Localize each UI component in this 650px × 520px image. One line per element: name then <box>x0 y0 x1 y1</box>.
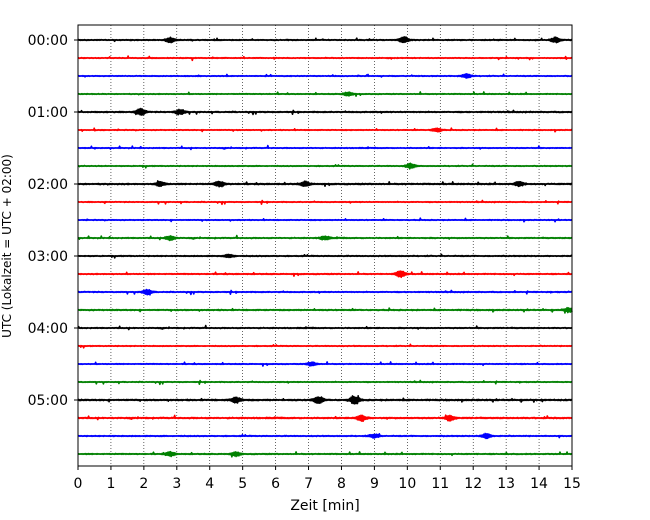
x-tick-label: 4 <box>205 476 214 492</box>
trace-line-0330 <box>77 288 573 296</box>
x-tick-label: 9 <box>370 476 379 492</box>
trace-line-0045 <box>77 91 573 97</box>
x-tick-label: 14 <box>530 476 548 492</box>
trace-line-0115 <box>77 127 573 133</box>
trace-line-0315 <box>77 270 573 279</box>
trace-line-0130 <box>77 144 573 151</box>
y-tick-label: 04:00 <box>28 321 68 337</box>
x-tick-label: 15 <box>563 476 581 492</box>
x-tick-label: 5 <box>238 476 247 492</box>
x-tick-label: 1 <box>106 476 115 492</box>
trace-line-0445 <box>77 379 573 386</box>
x-tick-label: 10 <box>398 476 416 492</box>
x-axis-ticks: 0 1 2 3 4 5 6 7 8 9 10 11 12 13 14 15 <box>74 466 581 492</box>
trace-line-0015 <box>77 55 573 62</box>
trace-line-0100 <box>77 107 573 116</box>
trace-line-0515 <box>77 414 573 423</box>
trace-line-0345 <box>77 306 573 314</box>
plot-frame <box>77 24 573 467</box>
y-tick-label: 01:00 <box>28 105 68 121</box>
trace-line-0530 <box>77 432 573 440</box>
y-axis-ticks: 00:00 01:00 02:00 03:00 04:00 05:00 <box>28 33 78 409</box>
y-tick-label: 05:00 <box>28 393 68 409</box>
x-tick-label: 13 <box>497 476 515 492</box>
x-tick-label: 11 <box>431 476 449 492</box>
seismic-traces <box>77 36 573 458</box>
trace-line-0215 <box>77 199 573 206</box>
trace-line-0200 <box>77 180 573 188</box>
y-tick-label: 02:00 <box>28 177 68 193</box>
y-axis-label: UTC (Lokalzeit = UTC + 02:00) <box>0 154 14 338</box>
x-tick-label: 8 <box>337 476 346 492</box>
trace-line-0500 <box>77 394 573 405</box>
x-tick-label: 2 <box>139 476 148 492</box>
x-tick-label: 0 <box>74 476 83 492</box>
trace-line-0545 <box>77 450 573 458</box>
trace-line-0145 <box>77 162 573 170</box>
x-axis-label: Zeit [min] <box>290 498 359 514</box>
trace-line-0245 <box>77 234 573 242</box>
x-tick-label: 12 <box>464 476 482 492</box>
trace-line-0000 <box>77 36 573 44</box>
y-tick-label: 00:00 <box>28 33 68 49</box>
trace-line-0430 <box>77 361 573 367</box>
trace-line-0400 <box>77 324 573 331</box>
trace-line-0415 <box>77 343 573 349</box>
x-tick-label: 3 <box>172 476 181 492</box>
x-tick-label: 7 <box>304 476 313 492</box>
x-tick-label: 6 <box>271 476 280 492</box>
trace-line-0230 <box>77 217 573 223</box>
y-tick-label: 03:00 <box>28 249 68 265</box>
trace-line-0030 <box>77 72 573 79</box>
trace-line-0300 <box>77 253 573 259</box>
